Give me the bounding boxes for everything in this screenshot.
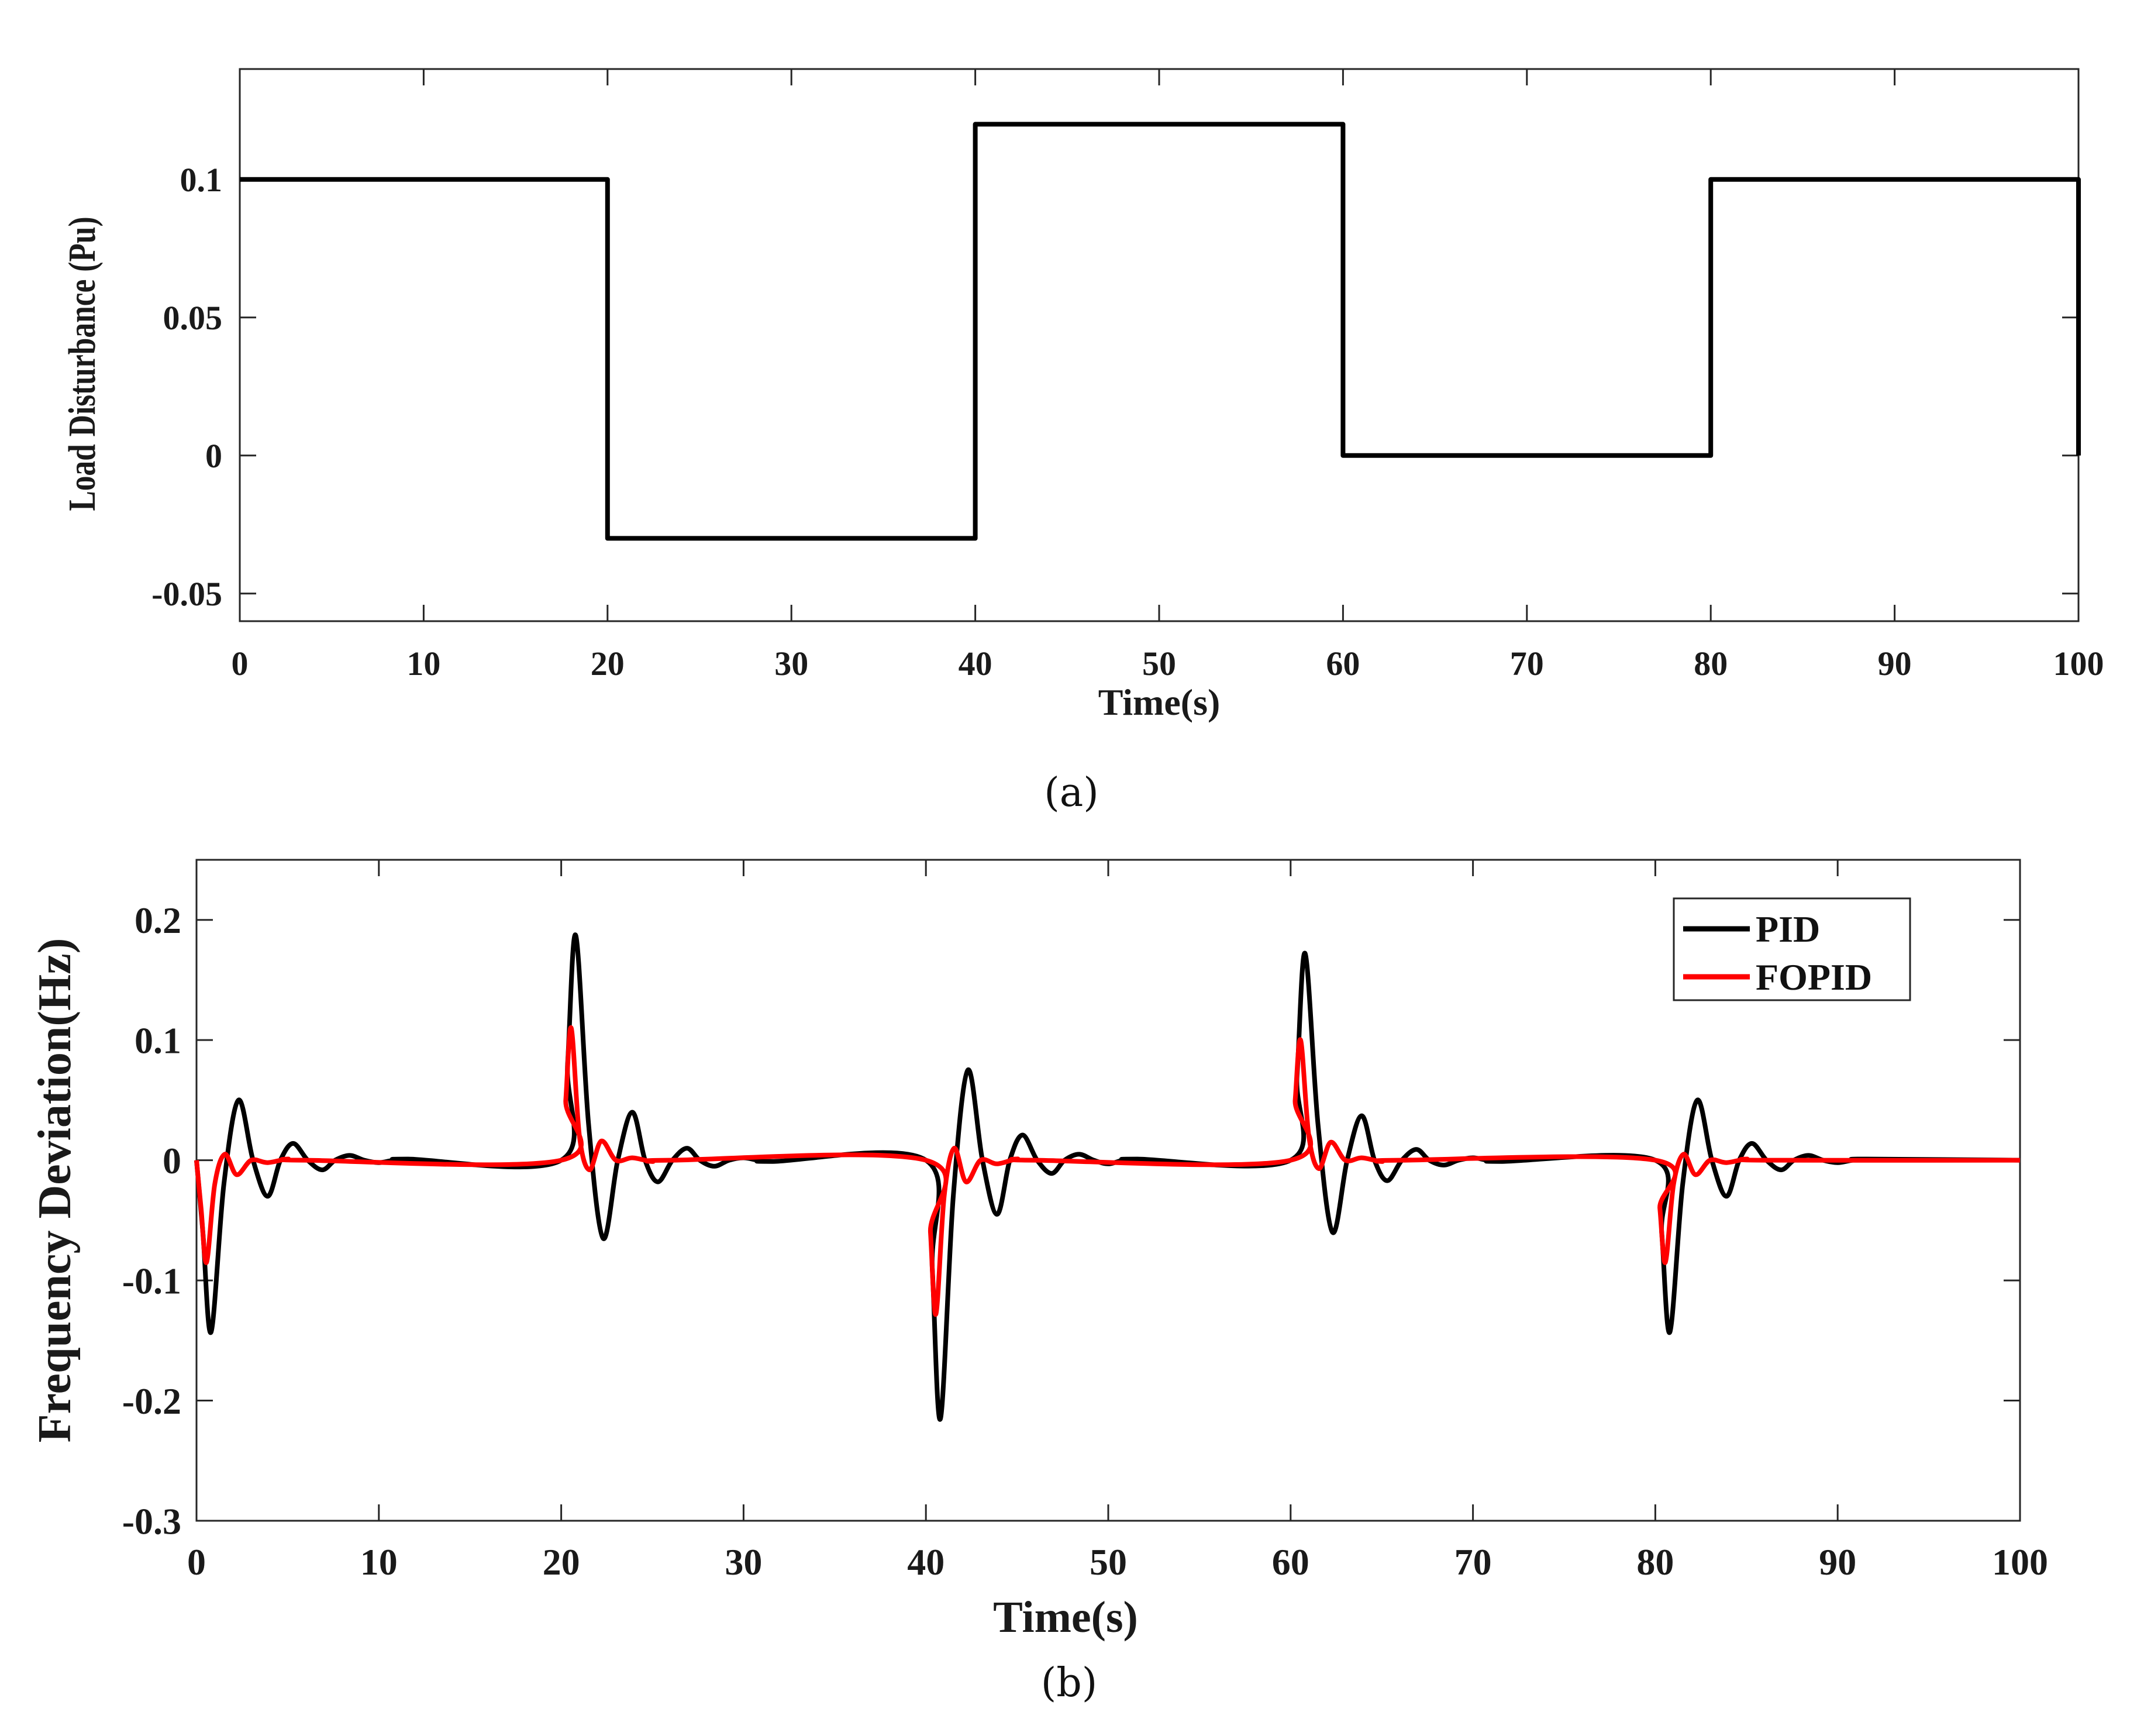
x-tick-label: 30	[774, 645, 808, 683]
y-tick-label: 0.1	[135, 1020, 181, 1062]
x-tick-label: 20	[543, 1541, 580, 1583]
x-tick-label: 20	[591, 645, 625, 683]
x-tick-label: 80	[1694, 645, 1728, 683]
y-tick-label: 0.05	[163, 299, 223, 337]
y-tick-label: -0.1	[122, 1260, 181, 1301]
series-b	[194, 932, 2021, 1422]
y-tick-label: -0.05	[151, 575, 222, 613]
x-tick-label: 100	[2053, 645, 2104, 683]
x-axis-title-b: Time(s)	[993, 1593, 1138, 1642]
series-line-load-disturbance	[240, 122, 2081, 541]
x-tick-label: 80	[1636, 1541, 1674, 1583]
y-axis-title-b: Frequency Deviation(Hz)	[29, 938, 81, 1443]
y-tick-label: 0.2	[135, 900, 181, 941]
series-a	[240, 122, 2081, 541]
y-ticks-b: -0.3 -0.2 -0.1 0 0.1 0.2	[122, 900, 2020, 1542]
x-tick-label: 40	[959, 645, 992, 683]
x-tick-label: 10	[406, 645, 440, 683]
plot-area-a	[239, 68, 2080, 622]
y-axis-title-a: Load Disturbance (Pu)	[60, 216, 104, 511]
x-tick-label: 90	[1878, 645, 1912, 683]
y-ticks-a: -0.05 0 0.05 0.1	[151, 161, 2078, 613]
x-tick-label: 0	[232, 645, 249, 683]
x-tick-label: 30	[725, 1541, 762, 1583]
legend: PID FOPID	[1673, 897, 1911, 1001]
load-disturbance-chart: 0 10 20 30 40 50 60 70 80 90 100 -0.05 0 0.05 0.1 Tim…	[60, 68, 2104, 816]
x-tick-label: 40	[907, 1541, 945, 1583]
y-tick-label: 0.1	[180, 161, 223, 199]
series-line-pid	[194, 932, 2021, 1422]
x-tick-label: 70	[1510, 645, 1544, 683]
x-axis-title-a: Time(s)	[1098, 681, 1221, 723]
x-ticks-a: 0 10 20 30 40 50 60 70 80 90 100	[232, 69, 2104, 683]
x-tick-label: 100	[1992, 1541, 2048, 1583]
x-tick-label: 50	[1090, 1541, 1127, 1583]
x-tick-label: 10	[360, 1541, 398, 1583]
y-tick-label: -0.2	[122, 1380, 181, 1422]
legend-box	[1673, 897, 1911, 1001]
caption-a: (a)	[1044, 770, 1099, 816]
x-tick-label: 70	[1454, 1541, 1492, 1583]
x-tick-label: 50	[1142, 645, 1176, 683]
caption-b: (b)	[1041, 1660, 1098, 1706]
legend-label-pid: PID	[1756, 908, 1820, 950]
x-ticks-b: 0 10 20 30 40 50 60 70 80 90 100	[187, 860, 2048, 1583]
x-tick-label: 0	[187, 1541, 206, 1583]
y-tick-label: -0.3	[122, 1500, 181, 1542]
frequency-deviation-chart: 0 10 20 30 40 50 60 70 80 90 100 -0.3-0.2-0.100.10…	[29, 859, 2048, 1706]
legend-label-fopid: FOPID	[1756, 956, 1872, 998]
x-tick-label: 90	[1819, 1541, 1856, 1583]
y-tick-label: 0	[205, 437, 222, 475]
x-tick-label: 60	[1272, 1541, 1309, 1583]
x-tick-label: 60	[1326, 645, 1360, 683]
series-line-fopid	[194, 1025, 2021, 1317]
y-tick-label: 0	[163, 1140, 181, 1182]
